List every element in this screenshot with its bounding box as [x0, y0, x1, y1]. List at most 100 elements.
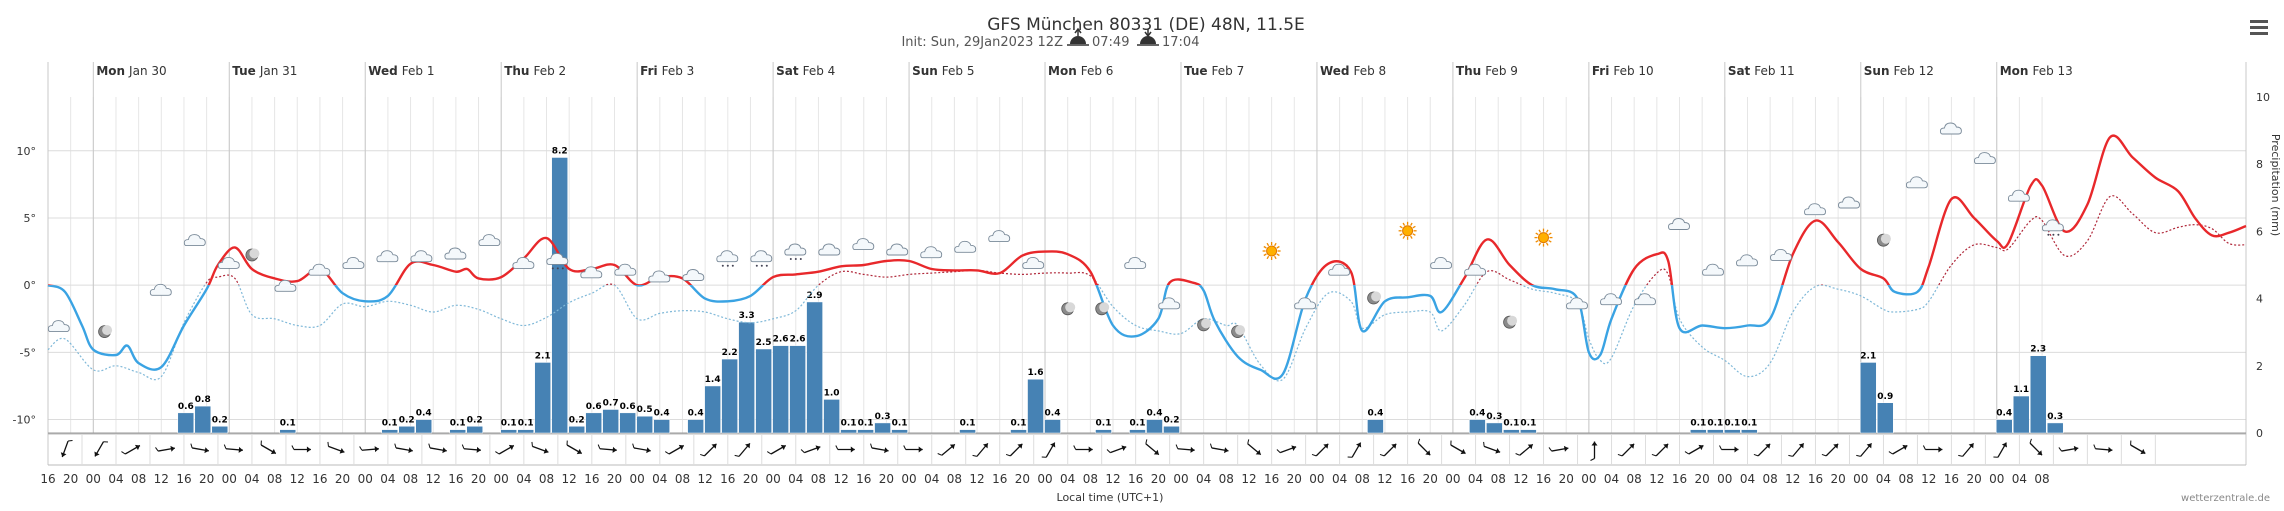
- hour-tick-label: 04: [1740, 472, 1755, 486]
- day-label-date: Feb 2: [533, 64, 566, 78]
- wind-arrow-icon: [903, 445, 923, 453]
- dewpoint-line-cold: [47, 285, 1940, 382]
- hour-tick-label: 08: [403, 472, 418, 486]
- hour-tick-label: 00: [1173, 472, 1188, 486]
- hour-tick-label: 04: [1876, 472, 1891, 486]
- hour-tick-label: 00: [901, 472, 916, 486]
- hour-tick-label: 00: [494, 472, 509, 486]
- hour-tick-label: 20: [471, 472, 486, 486]
- day-label-date: Feb 12: [1894, 64, 1934, 78]
- cloud-icon: [1939, 122, 1962, 135]
- precip-bar-label: 0.6: [178, 402, 194, 412]
- wind-arrow-icon: [2058, 445, 2079, 452]
- precip-bar-label: 0.1: [841, 419, 857, 429]
- hour-tick-label: 16: [1808, 472, 1823, 486]
- cloud-icon: [1328, 263, 1351, 276]
- precip-bar: [602, 409, 619, 434]
- wind-arrow-icon: [495, 444, 515, 455]
- temperature-lines: [47, 134, 2247, 382]
- precip-bar-label: 0.1: [280, 419, 296, 429]
- cloud-icon: [1736, 254, 1758, 267]
- precip-bar: [415, 419, 432, 434]
- hour-tick-label: 20: [1559, 472, 1574, 486]
- precip-bar: [585, 412, 602, 434]
- precip-bar-label: 0.4: [654, 409, 670, 419]
- day-label-weekday: Mon: [1048, 64, 1077, 78]
- snow-icon: [784, 243, 807, 260]
- hour-tick-label: 08: [1219, 472, 1234, 486]
- cloud-icon: [183, 234, 206, 247]
- precip-bar-label: 0.1: [382, 419, 398, 429]
- cloud-icon: [1905, 176, 1928, 189]
- precip-bar-label: 0.3: [1486, 412, 1502, 422]
- moon-icon: [1367, 291, 1382, 305]
- hour-tick-label: 20: [1015, 472, 1030, 486]
- day-label-date: Feb 9: [1485, 64, 1518, 78]
- precip-bar: [1163, 426, 1180, 434]
- hour-tick-label: 16: [448, 472, 463, 486]
- precip-bar: [1520, 429, 1537, 434]
- precip-bar: [1877, 402, 1894, 434]
- precip-bar-label: 0.1: [1503, 419, 1519, 429]
- precip-bar: [500, 429, 517, 434]
- wind-arrow-icon: [1856, 442, 1873, 457]
- cloud-icon: [1022, 256, 1045, 269]
- hour-tick-label: 08: [1627, 472, 1642, 486]
- hour-tick-label: 12: [1513, 472, 1528, 486]
- wind-arrow-icon: [1651, 443, 1669, 457]
- wind-arrow-icon: [632, 443, 651, 454]
- wind-arrow-icon: [1347, 442, 1362, 458]
- precip-bar-label: 0.2: [467, 415, 483, 425]
- precipitation-bar-labels: 0.60.80.2 0.1 0.1 0.20.40.1 0.2 0.1 0.12.18.20…: [178, 146, 2063, 428]
- hamburger-menu-icon[interactable]: [2250, 20, 2268, 35]
- wind-arrow-icon: [1175, 444, 1195, 453]
- precip-bar-label: 0.1: [1130, 419, 1146, 429]
- hour-tick-label: 08: [2034, 472, 2049, 486]
- hour-tick-label: 16: [1128, 472, 1143, 486]
- cloud-icon: [217, 256, 240, 269]
- cloud-icon: [478, 234, 501, 247]
- precip-bar: [194, 405, 212, 434]
- hour-tick-label: 12: [154, 472, 169, 486]
- precip-bar-label: 0.4: [688, 409, 704, 419]
- chart-title: GFS München 80331 (DE) 48N, 11.5E: [987, 15, 1305, 35]
- moon-icon: [98, 325, 113, 339]
- cloud-icon: [1804, 203, 1826, 216]
- hour-tick-label: 12: [1377, 472, 1392, 486]
- precip-bar-label: 0.1: [1724, 419, 1740, 429]
- precip-bar-label: 0.2: [1164, 415, 1180, 425]
- precip-bar: [534, 362, 551, 434]
- wind-arrow-icon: [1073, 445, 1093, 453]
- cloud-icon: [308, 263, 331, 276]
- precip-bar-label: 0.8: [195, 395, 211, 405]
- wind-arrow-icon: [1719, 445, 1739, 453]
- hour-tick-label: 08: [267, 472, 282, 486]
- hour-tick-label: 00: [1853, 472, 1868, 486]
- day-label-date: Feb 6: [1081, 64, 1114, 78]
- precip-bar: [1486, 422, 1503, 434]
- precip-bar-label: 0.1: [1707, 419, 1723, 429]
- hour-tick-label: 08: [811, 472, 826, 486]
- precip-bar-label: 0.6: [620, 402, 636, 412]
- cloud-icon: [1158, 297, 1181, 310]
- day-label-weekday: Fri: [1592, 64, 1609, 78]
- precip-bar-label: 0.4: [1147, 409, 1163, 419]
- cloud-icon: [1634, 293, 1656, 306]
- precip-bar: [1724, 429, 1741, 434]
- cloud-icon: [818, 243, 841, 256]
- precip-bar: [449, 429, 466, 434]
- precip-bar-label: 1.0: [824, 388, 840, 398]
- hour-tick-label: 16: [720, 472, 735, 486]
- wind-arrow-icon: [121, 444, 141, 455]
- wind-arrow-icon: [260, 440, 277, 455]
- day-label: Sat Feb 11: [1728, 64, 1795, 78]
- day-label: Fri Feb 10: [1592, 64, 1654, 78]
- moon-icon: [245, 248, 260, 262]
- cloud-icon: [149, 283, 172, 296]
- wind-arrow-icon: [972, 442, 989, 457]
- moon-icon: [1095, 302, 1110, 316]
- hour-tick-label: 04: [1604, 472, 1619, 486]
- wind-arrow-icon: [1993, 442, 2007, 458]
- precip-bar-label: 0.4: [1996, 409, 2012, 419]
- precip-bar-label: 0.1: [892, 419, 908, 429]
